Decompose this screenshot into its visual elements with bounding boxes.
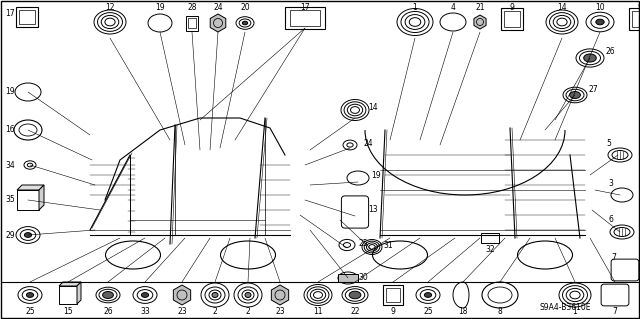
Text: 19: 19 — [371, 172, 381, 181]
Text: 34: 34 — [5, 160, 15, 169]
Text: 25: 25 — [25, 308, 35, 316]
Text: 17: 17 — [5, 9, 15, 18]
Text: 5: 5 — [607, 138, 611, 147]
Text: 30: 30 — [358, 273, 368, 283]
Text: 18: 18 — [458, 308, 468, 316]
Text: 19: 19 — [5, 87, 15, 97]
Text: 2: 2 — [212, 308, 218, 316]
Bar — [632, 11, 640, 27]
Text: 28: 28 — [188, 4, 196, 12]
Ellipse shape — [424, 293, 431, 297]
Polygon shape — [210, 14, 226, 32]
Bar — [285, 7, 325, 29]
Text: 2: 2 — [246, 308, 250, 316]
Text: 11: 11 — [313, 308, 323, 316]
Polygon shape — [77, 282, 81, 304]
Ellipse shape — [570, 92, 580, 99]
Ellipse shape — [349, 291, 361, 299]
Bar — [504, 11, 520, 27]
Text: 14: 14 — [368, 103, 378, 113]
Ellipse shape — [372, 241, 428, 269]
Text: 23: 23 — [275, 308, 285, 316]
Text: 33: 33 — [140, 308, 150, 316]
Text: 9: 9 — [637, 3, 640, 11]
Text: S9A4-B3610E: S9A4-B3610E — [540, 302, 591, 311]
Text: 24: 24 — [363, 138, 373, 147]
Ellipse shape — [212, 293, 218, 298]
Text: 27: 27 — [588, 85, 598, 93]
Text: 12: 12 — [105, 4, 115, 12]
Bar — [59, 286, 77, 304]
Text: 1: 1 — [573, 308, 577, 316]
Bar — [19, 10, 35, 24]
Text: 23: 23 — [177, 308, 187, 316]
Text: 25: 25 — [423, 308, 433, 316]
Text: 25: 25 — [358, 239, 368, 248]
Text: 21: 21 — [476, 4, 484, 12]
Ellipse shape — [141, 293, 148, 297]
Bar — [386, 288, 400, 302]
Text: 6: 6 — [609, 216, 613, 225]
Text: 10: 10 — [595, 4, 605, 12]
Text: 26: 26 — [103, 308, 113, 316]
Text: 7: 7 — [612, 308, 618, 316]
Text: 26: 26 — [605, 48, 615, 56]
Text: 35: 35 — [5, 196, 15, 204]
Text: 24: 24 — [213, 4, 223, 12]
Text: 13: 13 — [368, 205, 378, 214]
Polygon shape — [39, 185, 44, 210]
Text: 19: 19 — [155, 4, 165, 12]
Bar — [338, 274, 358, 282]
Polygon shape — [17, 185, 44, 190]
Ellipse shape — [26, 293, 34, 297]
Ellipse shape — [102, 292, 113, 299]
Ellipse shape — [243, 21, 248, 25]
Bar — [383, 285, 403, 305]
Ellipse shape — [518, 241, 573, 269]
Text: 17: 17 — [300, 4, 310, 12]
Text: 1: 1 — [413, 4, 417, 12]
Text: 31: 31 — [383, 241, 393, 249]
Ellipse shape — [245, 293, 251, 298]
Polygon shape — [474, 15, 486, 29]
Bar — [481, 233, 499, 243]
Bar — [17, 190, 39, 210]
Text: 22: 22 — [350, 308, 360, 316]
Text: 20: 20 — [240, 4, 250, 12]
Bar — [629, 8, 640, 30]
Text: 8: 8 — [498, 308, 502, 316]
Bar — [188, 18, 196, 28]
Ellipse shape — [584, 54, 596, 62]
Polygon shape — [59, 282, 81, 286]
Text: 29: 29 — [5, 231, 15, 240]
Polygon shape — [173, 285, 191, 305]
Text: 9: 9 — [390, 308, 396, 316]
Ellipse shape — [24, 233, 31, 237]
Text: 32: 32 — [485, 246, 495, 255]
Bar — [290, 10, 320, 26]
Ellipse shape — [596, 19, 604, 25]
Text: 7: 7 — [612, 254, 616, 263]
Text: 9: 9 — [509, 3, 515, 11]
Polygon shape — [271, 285, 289, 305]
Ellipse shape — [106, 241, 161, 269]
Ellipse shape — [221, 241, 275, 269]
Text: 3: 3 — [609, 179, 613, 188]
Text: 16: 16 — [5, 125, 15, 135]
Bar — [186, 16, 198, 31]
Text: 4: 4 — [451, 4, 456, 12]
Text: 14: 14 — [557, 4, 567, 12]
Bar — [16, 7, 38, 27]
Text: 15: 15 — [63, 308, 73, 316]
Bar — [501, 8, 523, 30]
